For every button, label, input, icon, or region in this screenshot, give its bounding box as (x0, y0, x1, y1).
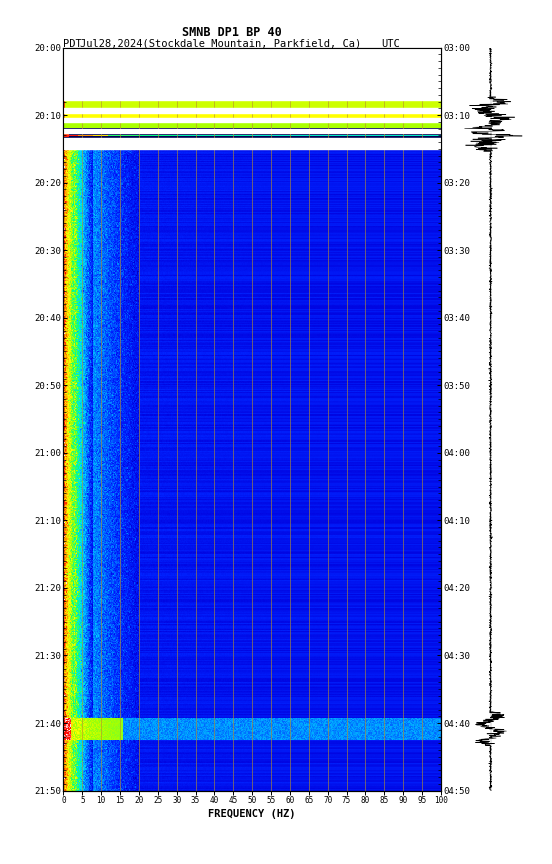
Bar (63, 129, 441, 133)
Text: PDT: PDT (63, 39, 82, 49)
Bar (63, 137, 441, 149)
Text: Jul28,2024(Stockdale Mountain, Parkfield, Ca): Jul28,2024(Stockdale Mountain, Parkfield… (80, 39, 362, 49)
Text: SMNB DP1 BP 40: SMNB DP1 BP 40 (182, 26, 282, 39)
Bar (63, 108, 441, 113)
X-axis label: FREQUENCY (HZ): FREQUENCY (HZ) (209, 810, 296, 819)
Text: UTC: UTC (381, 39, 400, 49)
Bar (63, 118, 441, 122)
Bar (63, 48, 441, 100)
